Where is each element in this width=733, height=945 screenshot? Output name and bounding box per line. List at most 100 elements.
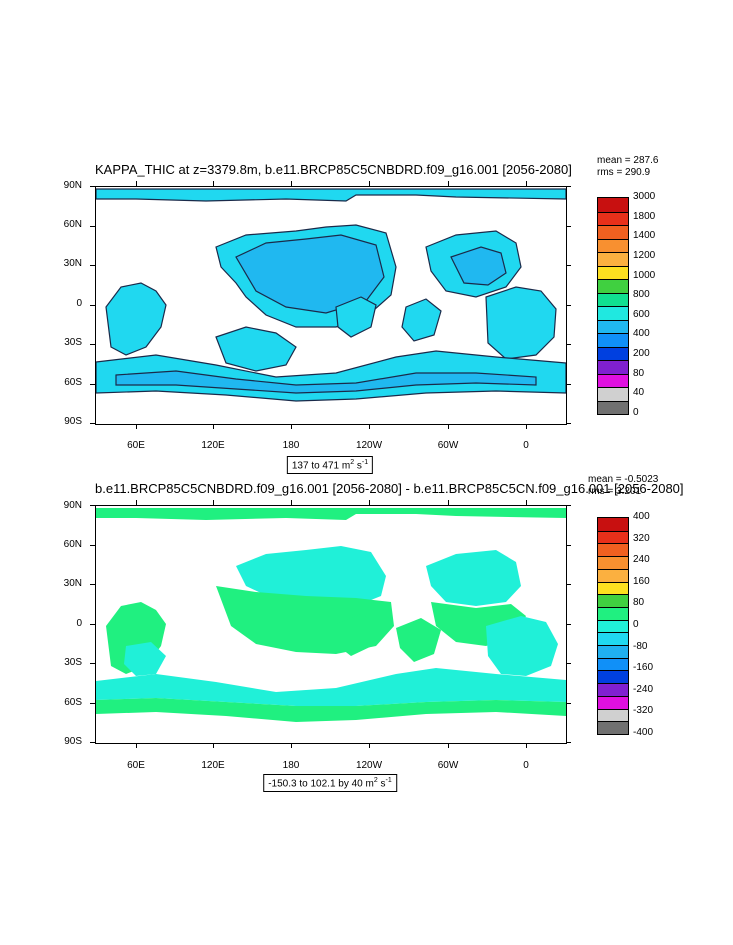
panel1-range-text: 137 to 471 m [291, 460, 351, 472]
lat-tick [90, 344, 95, 345]
colorbar-swatch [598, 606, 628, 620]
colorbar-swatch [598, 518, 628, 531]
panel1-lat-label: 60N [63, 219, 82, 230]
panel1-lon-label: 60E [127, 440, 145, 451]
lat-tick [566, 702, 571, 704]
lon-tick [213, 424, 214, 429]
colorbar-swatch [598, 346, 628, 360]
lat-tick [90, 186, 95, 187]
panel2-range-text: -150.3 to 102.1 by 40 m [268, 778, 374, 790]
lat-tick [566, 584, 571, 585]
panel1-lat-label: 90S [64, 416, 82, 427]
lon-tick [526, 424, 527, 429]
lon-tick [448, 743, 449, 748]
panel1-lat-label: 60S [64, 377, 82, 388]
panel2-lat-label: 30N [63, 578, 82, 589]
lon-tick [369, 181, 370, 186]
panel1-lon-label: 120W [355, 440, 383, 451]
colorbar-label: -240 [633, 683, 654, 695]
lon-tick [136, 743, 137, 748]
lat-tick [90, 265, 95, 266]
colorbar-label: 200 [633, 348, 650, 360]
colorbar-label: -400 [633, 727, 654, 738]
colorbar-label: 240 [633, 554, 650, 566]
lat-tick [566, 505, 571, 506]
lon-tick [448, 181, 449, 186]
panel1-range-mid: s [354, 460, 362, 472]
colorbar-swatch [598, 530, 628, 544]
lon-tick [136, 500, 137, 505]
panel2-diff-field [96, 508, 566, 722]
lon-tick [213, 500, 214, 505]
lat-tick [566, 225, 571, 227]
panel2-lon-label: 60W [437, 760, 459, 771]
lon-tick [369, 743, 370, 748]
panel2-mean: mean = -0.5023 [588, 474, 659, 485]
lat-tick [566, 623, 571, 625]
panel1-lat-label: 30S [64, 337, 82, 348]
colorbar-label: 80 [633, 597, 645, 609]
colorbar-label: 1000 [633, 269, 656, 281]
colorbar-label: 3000 [633, 191, 656, 202]
colorbar-label: -320 [633, 705, 654, 717]
colorbar-swatch [598, 581, 628, 595]
panel1-range-box: 137 to 471 m2 s-1 [286, 456, 374, 475]
panel1-mean: mean = 287.6 [597, 155, 659, 166]
colorbar-swatch [598, 594, 628, 607]
lat-tick [90, 702, 95, 704]
panel2-lat-label: 30S [64, 657, 82, 668]
panel1-lon-label: 0 [523, 440, 529, 451]
colorbar-label: 400 [633, 511, 650, 522]
colorbar-swatch [598, 657, 628, 671]
lat-tick [566, 344, 571, 345]
lat-tick [90, 383, 95, 385]
panel2-map [95, 505, 567, 744]
lon-tick [291, 743, 292, 748]
panel1-colorbar [597, 197, 629, 415]
colorbar-swatch [598, 292, 628, 306]
colorbar-label: 0 [633, 619, 639, 630]
panel1-lat-label: 90N [63, 180, 82, 191]
colorbar-label: -80 [633, 640, 648, 652]
colorbar-label: 800 [633, 289, 650, 301]
lon-tick [526, 181, 527, 186]
colorbar-swatch [598, 683, 628, 696]
colorbar-label: 80 [633, 367, 645, 379]
lon-tick [369, 424, 370, 429]
panel2-lat-label: 90S [64, 736, 82, 747]
panel2-range-box: -150.3 to 102.1 by 40 m2 s-1 [263, 774, 397, 793]
colorbar-swatch [598, 333, 628, 347]
colorbar-swatch [598, 279, 628, 293]
lat-tick [90, 505, 95, 506]
colorbar-swatch [598, 708, 628, 722]
panel2-lon-label: 120W [355, 760, 383, 771]
lon-tick [369, 500, 370, 505]
lat-tick [566, 186, 571, 187]
lon-tick [291, 181, 292, 186]
colorbar-label: 0 [633, 407, 639, 418]
lat-tick [566, 265, 571, 266]
lat-tick [90, 663, 95, 664]
lon-tick [213, 743, 214, 748]
colorbar-label: 1400 [633, 230, 656, 242]
lon-tick [448, 424, 449, 429]
colorbar-swatch [598, 632, 628, 646]
panel1-ocean-field [96, 188, 566, 402]
colorbar-swatch [598, 306, 628, 320]
panel1-lat-label: 30N [63, 258, 82, 269]
lat-tick [90, 623, 95, 625]
panel2-lon-label: 0 [523, 760, 529, 771]
panel1-lat-label: 0 [76, 298, 82, 309]
colorbar-swatch [598, 619, 628, 633]
colorbar-swatch [598, 387, 628, 401]
colorbar-swatch [598, 543, 628, 557]
colorbar-swatch [598, 568, 628, 582]
colorbar-swatch [598, 225, 628, 239]
colorbar-swatch [598, 252, 628, 266]
lon-tick [291, 424, 292, 429]
lat-tick [566, 383, 571, 385]
panel2-lon-label: 180 [282, 760, 300, 771]
lon-tick [213, 181, 214, 186]
panel2-colorbar [597, 517, 629, 735]
lat-tick [566, 304, 571, 306]
